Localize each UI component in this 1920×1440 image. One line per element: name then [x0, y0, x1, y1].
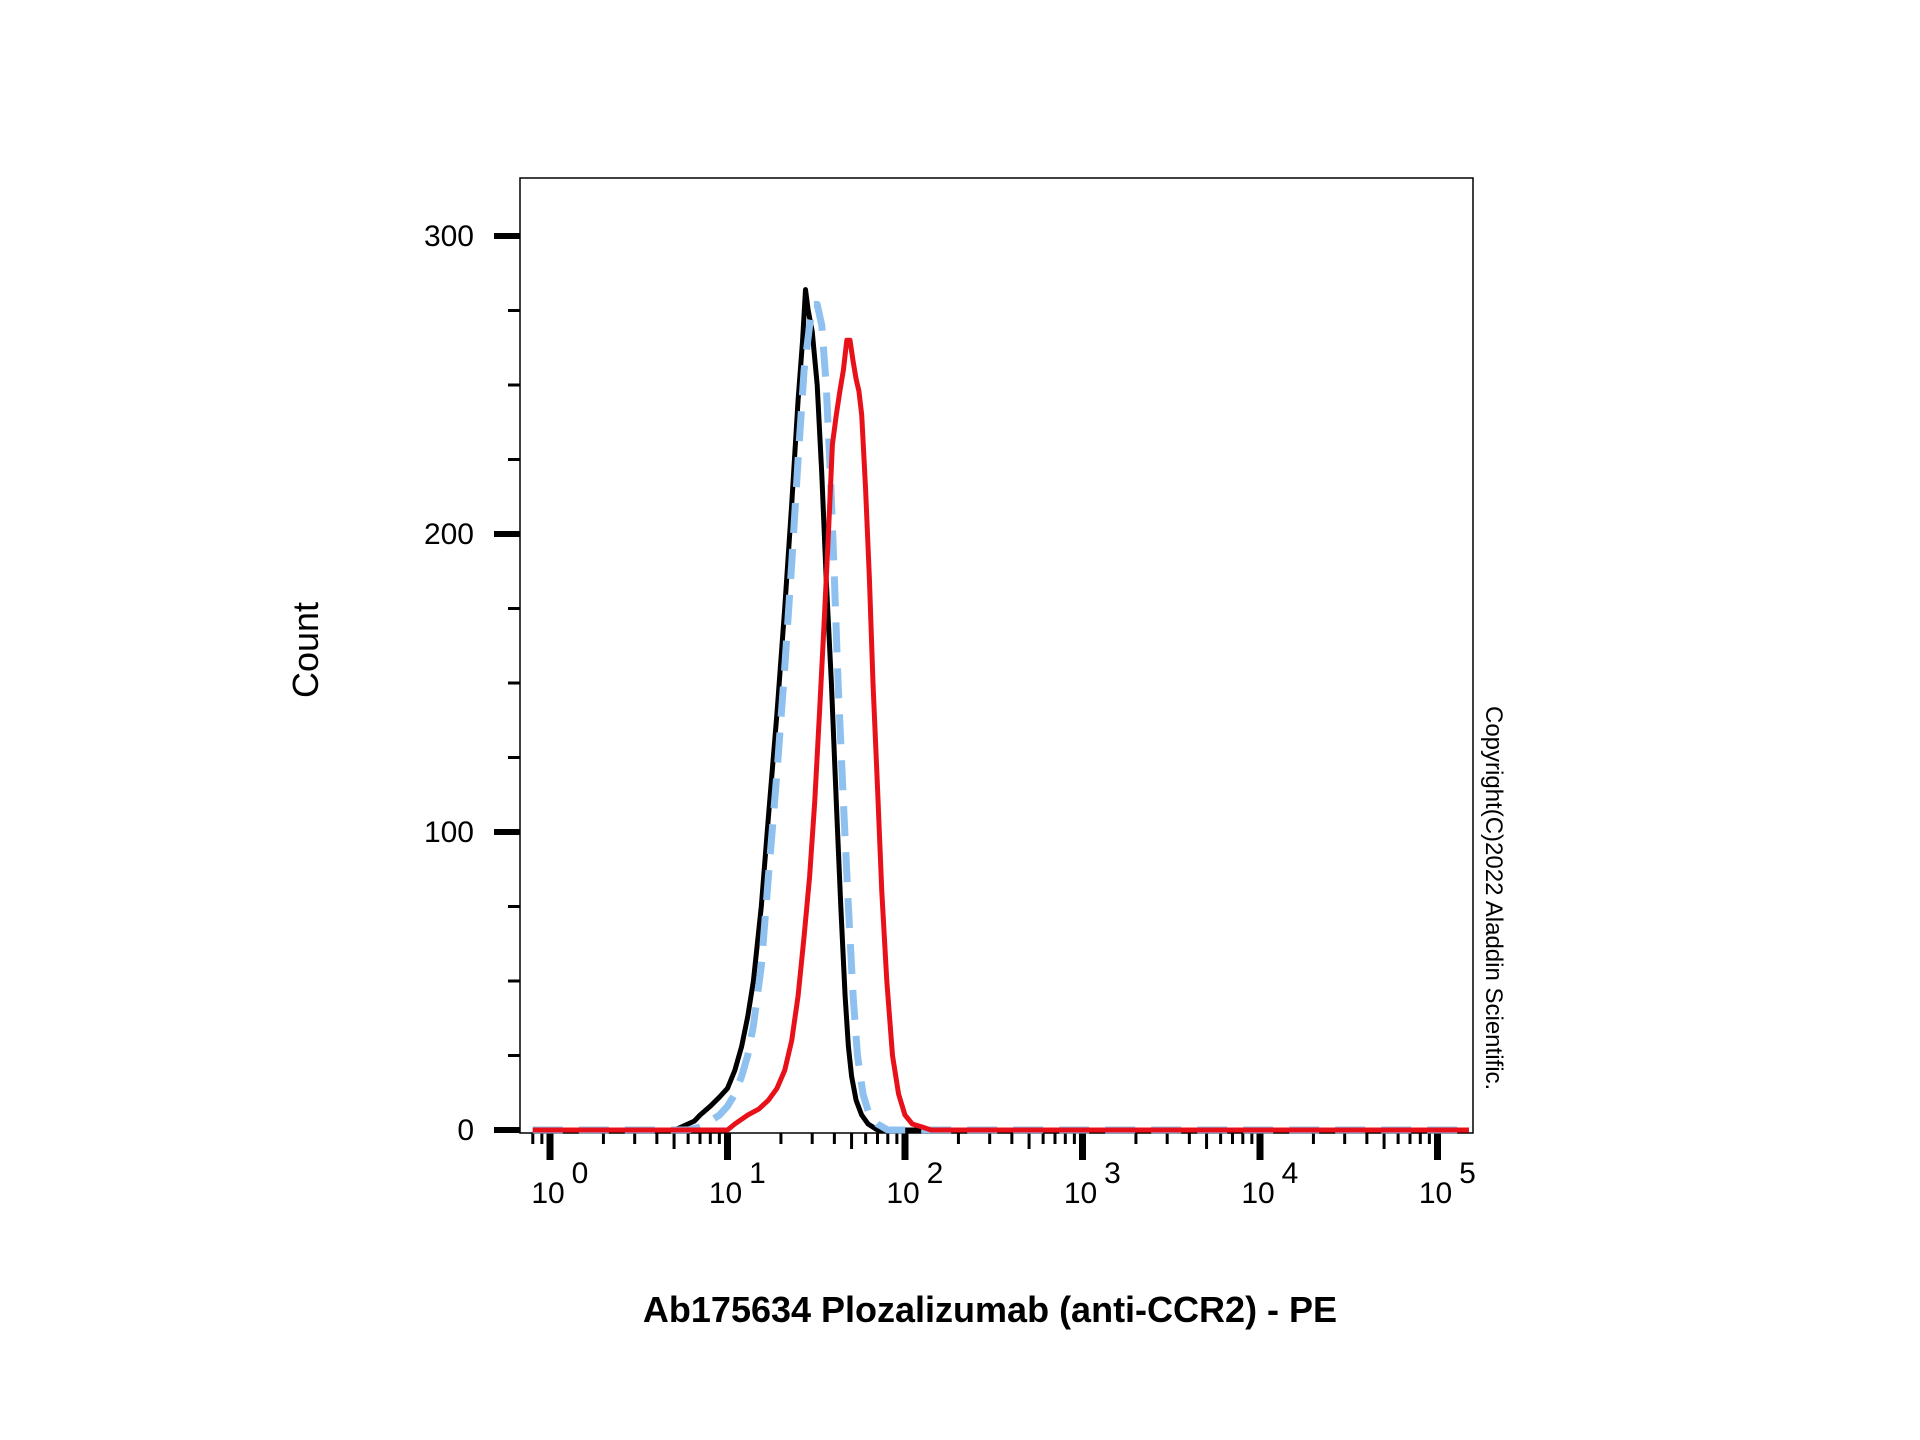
y-tick-label: 300 [424, 220, 474, 253]
x-tick-exponent: 5 [1459, 1157, 1476, 1190]
x-tick-label: 10 [531, 1177, 564, 1210]
series-line-3 [532, 337, 1469, 1133]
y-tick-label: 100 [424, 816, 474, 849]
x-tick-label: 10 [886, 1177, 919, 1210]
series-layer [532, 287, 1469, 1134]
x-tick-exponent: 3 [1104, 1157, 1121, 1190]
y-tick-label: 200 [424, 518, 474, 551]
series-line-2 [532, 301, 1469, 1134]
x-tick-label: 10 [1241, 1177, 1274, 1210]
copyright-text: Copyright(C)2022 Aladdin Scientific. [1480, 706, 1507, 1090]
axis-ticks [494, 233, 1441, 1160]
series-line-1 [532, 287, 1469, 1133]
x-tick-exponent: 4 [1282, 1157, 1299, 1190]
x-tick-exponent: 1 [749, 1157, 766, 1190]
plot-frame [519, 177, 1474, 1134]
x-axis-title: Ab175634 Plozalizumab (anti-CCR2) - PE [643, 1289, 1337, 1330]
y-axis-title: Count [285, 602, 326, 698]
y-tick-label: 0 [457, 1114, 474, 1147]
x-tick-exponent: 0 [572, 1157, 589, 1190]
x-tick-label: 10 [1064, 1177, 1097, 1210]
x-tick-label: 10 [709, 1177, 742, 1210]
x-tick-label: 10 [1419, 1177, 1452, 1210]
x-tick-exponent: 2 [927, 1157, 944, 1190]
